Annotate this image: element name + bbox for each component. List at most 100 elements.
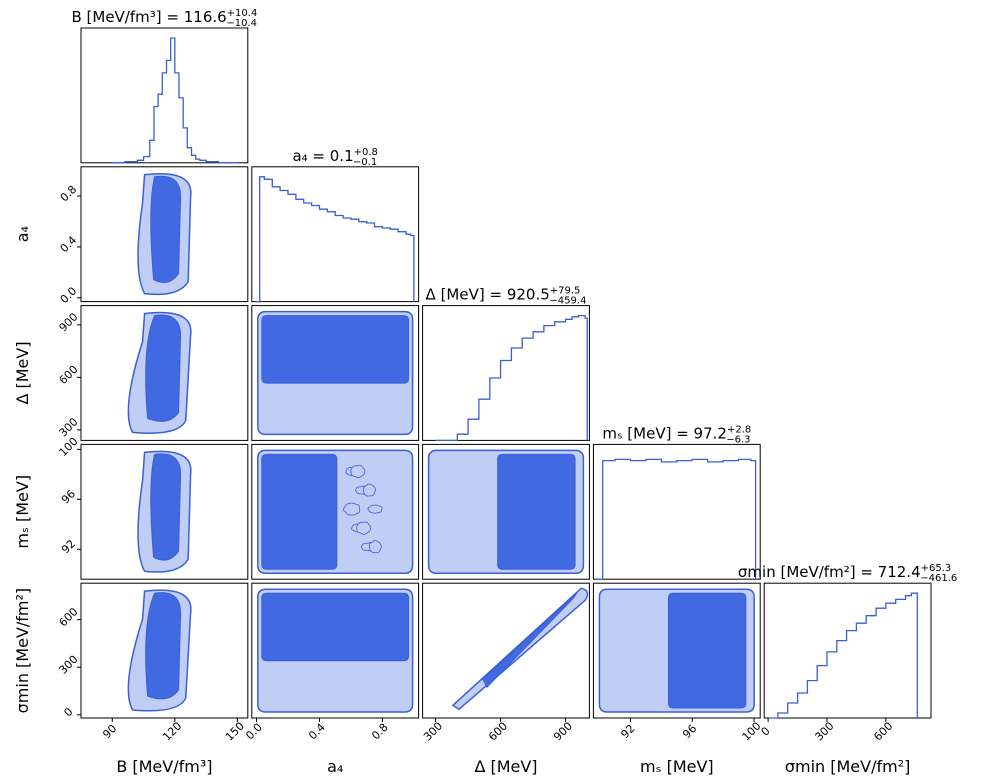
title-minus: −10.4	[226, 18, 257, 29]
y-tick-label: 0.0	[58, 285, 80, 307]
y-tick-label: 900	[57, 310, 81, 334]
y-tick-label: 600	[57, 363, 81, 387]
y-tick-label: 92	[59, 537, 78, 556]
y-axis-title-sigma: σmin [MeV/fm²]	[13, 588, 32, 714]
histogram-panel-sigma: σmin [MeV/fm²] = 712.4+65.3 −461.6	[738, 563, 957, 719]
title-plus: +65.3	[921, 563, 952, 574]
x-tick-label: 0.4	[306, 721, 328, 743]
histogram-line-ms	[596, 458, 757, 580]
histogram-panel-Delta: Δ [MeV] = 920.5+79.5 −459.4	[422, 286, 590, 442]
histogram-line-B	[112, 37, 238, 164]
x-axis-title-ms: mₛ [MeV]	[640, 757, 714, 776]
panel-title-sigma: σmin [MeV/fm²] = 712.4+65.3 −461.6	[738, 563, 957, 584]
panel-title-a4: a₄ = 0.1+0.8 −0.1	[292, 147, 377, 168]
title-median: B [MeV/fm³] = 116.6	[71, 8, 226, 26]
title-minus: −459.4	[549, 296, 586, 307]
contour-panel-a4-ms	[251, 443, 420, 580]
panel-frame	[80, 305, 249, 441]
contour-inner	[482, 591, 578, 689]
y-tick-label: 0.8	[58, 183, 80, 205]
title-minus: −461.6	[920, 573, 957, 584]
title-median: mₛ [MeV] = 97.2	[602, 424, 727, 442]
x-axis-title-Delta: Δ [MeV]	[474, 757, 537, 776]
panel-title-Delta: Δ [MeV] = 920.5+79.5 −459.4	[426, 286, 587, 307]
title-median: Δ [MeV] = 920.5	[426, 286, 550, 304]
contour-island	[343, 502, 361, 516]
contour-panel-Delta-sigma	[422, 582, 590, 719]
title-median: σmin [MeV/fm²] = 712.4	[738, 563, 921, 581]
x-tick-label: 96	[680, 722, 699, 741]
contour-inner	[667, 592, 747, 709]
contour-panel-B-a4	[80, 166, 249, 303]
contour-panel-Delta-ms	[422, 443, 590, 580]
histogram-line-Delta	[435, 314, 588, 442]
y-tick-label: 0.4	[58, 234, 80, 256]
contour-panel-ms-sigma	[592, 582, 761, 719]
title-minus: −6.3	[726, 434, 750, 445]
x-axis-title-B: B [MeV/fm³]	[116, 757, 212, 776]
y-tick-label: 300	[57, 415, 81, 439]
y-tick-label: 300	[57, 653, 81, 677]
title-median: a₄ = 0.1	[292, 147, 353, 165]
x-axis-title-a4: a₄	[327, 757, 343, 776]
y-axis-title-ms: mₛ [MeV]	[13, 475, 32, 549]
panel-frame	[80, 582, 249, 719]
contour-island	[350, 464, 366, 479]
contour-inner	[497, 453, 576, 570]
contour-panel-a4-sigma	[251, 582, 420, 719]
histogram-line-sigma	[768, 592, 918, 719]
panel-frame	[251, 305, 420, 441]
contour-panel-B-Delta	[80, 305, 249, 441]
panel-frame	[80, 443, 249, 580]
contour-inner	[145, 314, 182, 422]
y-axis-title-a4: a₄	[13, 226, 32, 242]
x-tick-label: 150	[223, 720, 247, 744]
panel-frame	[80, 27, 249, 164]
y-tick-label: 0	[61, 705, 75, 719]
panel-frame	[592, 443, 761, 580]
y-tick-label: 600	[57, 605, 81, 629]
title-plus: +0.8	[354, 147, 378, 158]
contour-panel-B-ms	[80, 443, 249, 580]
panel-frame	[80, 166, 249, 303]
x-tick-label: 0.0	[243, 721, 265, 743]
contour-panel-a4-Delta	[251, 305, 420, 441]
x-tick-label: 0	[759, 724, 773, 738]
x-tick-label: 900	[551, 720, 575, 744]
title-minus: −0.1	[353, 157, 377, 168]
title-plus: +79.5	[550, 286, 581, 297]
panel-frame	[763, 582, 932, 719]
contour-inner	[261, 453, 338, 570]
contour-inner	[150, 453, 182, 561]
panel-frame	[251, 582, 420, 719]
panel-frame	[422, 443, 590, 580]
contour-island	[367, 504, 383, 514]
contour-island	[356, 521, 372, 535]
x-tick-label: 120	[160, 720, 184, 744]
panel-frame	[592, 582, 761, 719]
title-plus: +10.4	[227, 8, 258, 19]
x-tick-label: 600	[486, 720, 510, 744]
panel-frame	[422, 305, 590, 441]
x-tick-label: 300	[812, 720, 836, 744]
x-tick-label: 90	[100, 722, 119, 741]
x-axis-title-sigma: σmin [MeV/fm²]	[785, 757, 911, 776]
histogram-panel-ms: mₛ [MeV] = 97.2+2.8 −6.3	[592, 424, 761, 580]
panel-title-B: B [MeV/fm³] = 116.6+10.4 −10.4	[71, 8, 257, 29]
contour-inner	[261, 592, 410, 662]
panel-title-ms: mₛ [MeV] = 97.2+2.8 −6.3	[602, 424, 751, 445]
histogram-panel-a4: a₄ = 0.1+0.8 −0.1	[251, 147, 420, 303]
contour-island	[362, 483, 376, 497]
contour-inner	[150, 175, 182, 284]
panel-frame	[251, 443, 420, 580]
contour-inner	[145, 592, 182, 700]
y-tick-label: 96	[59, 487, 78, 506]
x-tick-label: 0.8	[369, 721, 391, 743]
contour-island	[369, 540, 382, 553]
panel-frame	[251, 166, 420, 303]
x-tick-label: 600	[871, 720, 895, 744]
contour-inner	[261, 315, 410, 384]
histogram-panel-B: B [MeV/fm³] = 116.6+10.4 −10.4	[71, 8, 257, 164]
x-tick-label: 92	[618, 722, 637, 741]
